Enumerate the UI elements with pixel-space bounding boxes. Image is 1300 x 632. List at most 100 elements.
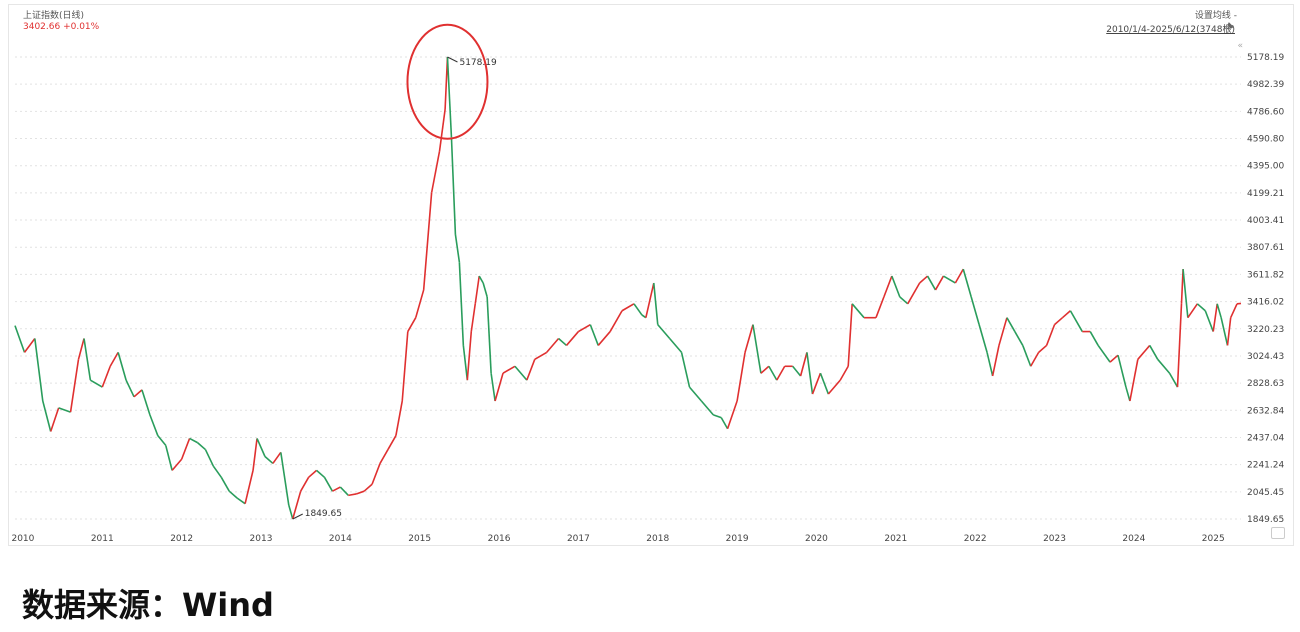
- price-segment: [180, 438, 191, 460]
- price-segment: [1097, 344, 1111, 363]
- price-segment: [1030, 351, 1040, 367]
- chart-panel: 5178.19 4982.39 4786.60 4590.80 4395.00 4199.…: [8, 4, 1294, 546]
- price-segment: [565, 331, 580, 346]
- price-segment: [58, 407, 71, 413]
- y-tick-label: 3220.23: [1247, 325, 1284, 335]
- x-tick-label: 2013: [250, 534, 273, 544]
- price-segment: [23, 338, 36, 353]
- pin-icon[interactable]: [1225, 21, 1235, 31]
- price-segment: [109, 351, 119, 367]
- price-segment: [1053, 317, 1063, 326]
- price-segment: [422, 192, 433, 290]
- price-segment: [1137, 344, 1151, 360]
- price-segment: [760, 365, 770, 374]
- price-segment: [1182, 269, 1189, 318]
- y-tick-label: 2437.04: [1247, 433, 1284, 443]
- price-segment: [978, 324, 988, 353]
- price-segment: [379, 449, 389, 464]
- x-tick-label: 2016: [488, 534, 511, 544]
- price-segment: [450, 137, 457, 235]
- price-segment: [768, 365, 778, 381]
- price-segment: [899, 296, 909, 305]
- y-tick-label: 4590.80: [1247, 135, 1284, 145]
- price-segment: [89, 379, 103, 388]
- price-segment: [752, 324, 762, 374]
- price-segment: [308, 469, 318, 478]
- source-note: 数据来源：Wind: [22, 586, 274, 624]
- price-segment: [891, 275, 901, 298]
- price-segment: [1045, 324, 1056, 346]
- price-segment: [466, 331, 473, 381]
- price-segment: [514, 365, 528, 381]
- price-segment: [726, 400, 738, 429]
- price-segment: [744, 324, 754, 353]
- date-range-label[interactable]: 2010/1/4-2025/6/12(3748根): [1106, 25, 1235, 35]
- price-segment: [633, 303, 643, 316]
- price-segment: [1069, 310, 1083, 332]
- x-tick-label: 2014: [329, 534, 352, 544]
- price-segment: [839, 365, 849, 381]
- price-segment: [792, 365, 802, 377]
- price-segment: [196, 442, 206, 451]
- price-segment: [1220, 317, 1229, 346]
- y-tick-label: 4395.00: [1247, 162, 1284, 172]
- price-segment: [827, 379, 841, 395]
- price-segment: [943, 275, 956, 284]
- price-segment: [204, 449, 215, 467]
- zoom-icon[interactable]: [1271, 527, 1285, 539]
- price-segment: [287, 504, 294, 520]
- price-segment: [252, 438, 258, 471]
- price-segment: [486, 296, 492, 374]
- price-segment: [414, 289, 425, 318]
- price-segment: [1187, 303, 1199, 319]
- price-segment: [954, 268, 964, 284]
- price-segment: [1226, 317, 1232, 346]
- price-segment: [49, 407, 60, 432]
- price-segment: [395, 400, 404, 436]
- x-tick-label: 2018: [646, 534, 669, 544]
- price-segment: [645, 282, 655, 318]
- price-segment: [688, 386, 703, 402]
- y-tick-label: 2632.84: [1247, 406, 1284, 416]
- price-segment: [502, 365, 516, 374]
- y-tick-label: 3807.61: [1247, 243, 1284, 253]
- y-tick-label: 2045.45: [1247, 488, 1284, 498]
- price-segment: [371, 463, 381, 485]
- y-tick-label: 4786.60: [1247, 107, 1284, 117]
- price-segment: [621, 303, 635, 312]
- price-segment: [1229, 303, 1238, 319]
- price-segment: [454, 234, 461, 263]
- price-segment: [323, 476, 334, 492]
- price-segment: [991, 345, 1000, 377]
- price-segment: [1117, 354, 1127, 388]
- y-tick-label: 3024.43: [1247, 352, 1284, 362]
- price-segment: [534, 351, 548, 361]
- price-segment: [1176, 303, 1183, 388]
- annotation-leader: [292, 513, 303, 520]
- price-segment: [189, 437, 198, 444]
- peak-highlight-circle: [406, 23, 489, 140]
- price-segment: [69, 359, 80, 413]
- price-segment: [280, 452, 290, 506]
- y-tick-label: 2828.63: [1247, 379, 1284, 389]
- x-tick-label: 2010: [11, 534, 34, 544]
- price-segment: [589, 324, 599, 346]
- price-segment: [1125, 386, 1131, 402]
- price-segment: [609, 310, 623, 332]
- price-segment: [41, 400, 52, 432]
- price-segment: [228, 490, 238, 499]
- price-segment: [578, 323, 591, 333]
- price-segment: [1022, 345, 1032, 367]
- x-tick-label: 2023: [1043, 534, 1066, 544]
- price-segment: [171, 458, 183, 471]
- collapse-icon[interactable]: «: [1237, 41, 1243, 51]
- price-segment: [164, 445, 173, 471]
- price-segment: [806, 352, 814, 395]
- price-segment: [339, 486, 349, 496]
- price-segment: [962, 268, 972, 298]
- settings-ma-button[interactable]: 设置均线 -: [1194, 11, 1237, 21]
- price-segment: [652, 282, 659, 325]
- price-segment: [1216, 303, 1222, 318]
- price-segment: [720, 417, 729, 430]
- y-tick-label: 1849.65: [1247, 515, 1284, 525]
